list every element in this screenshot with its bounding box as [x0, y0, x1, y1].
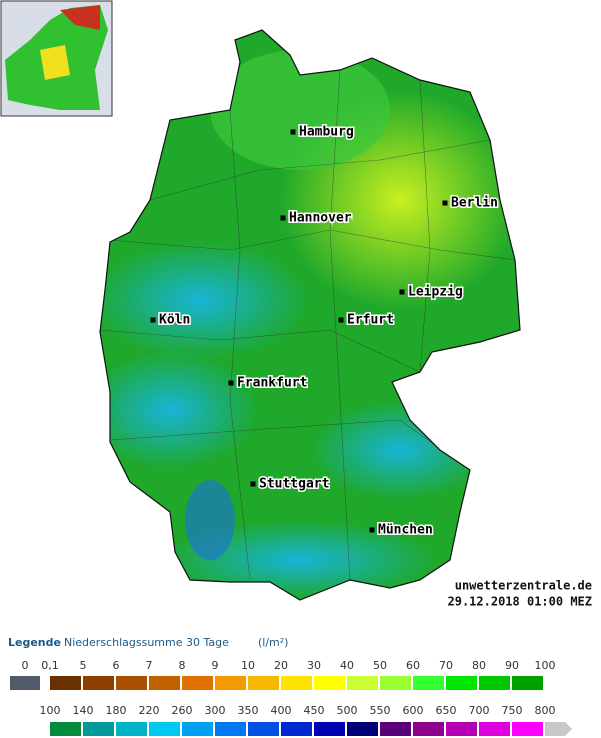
legend-swatch: [347, 722, 378, 736]
legend-label: 6: [113, 659, 120, 672]
city-dot: [442, 200, 448, 206]
legend-label: 90: [505, 659, 519, 672]
watermark-timestamp: 29.12.2018 01:00 MEZ: [448, 595, 593, 609]
legend-swatch: [149, 676, 180, 690]
legend-swatch: [182, 722, 213, 736]
city-dot: [250, 481, 256, 487]
legend-label: 50: [373, 659, 387, 672]
legend-swatch: [380, 676, 411, 690]
legend-swatch: [215, 722, 246, 736]
legend-label: 70: [439, 659, 453, 672]
legend-swatch: [446, 722, 477, 736]
legend-swatch: [149, 722, 180, 736]
legend-unit: (l/m²): [258, 636, 288, 649]
watermark-site: unwetterzentrale.de: [455, 579, 592, 593]
legend-label: 100: [535, 659, 556, 672]
legend-label: 20: [274, 659, 288, 672]
legend-swatch: [215, 676, 246, 690]
legend-arrow: [545, 722, 572, 736]
legend-label: 5: [80, 659, 87, 672]
city-label: Hannover: [289, 211, 352, 226]
city-label: Frankfurt: [237, 376, 307, 391]
legend-label: 750: [502, 704, 523, 717]
legend-swatch: [116, 676, 147, 690]
city-label: Stuttgart: [259, 477, 329, 492]
legend-swatch: [413, 722, 444, 736]
legend-swatch: [314, 676, 345, 690]
legend-swatch: [479, 676, 510, 690]
city-dot: [290, 129, 296, 135]
legend-swatch: [83, 722, 114, 736]
country-border: [99, 29, 521, 601]
legend-swatch: [281, 722, 312, 736]
legend-label: 0: [22, 659, 29, 672]
inset-map: [0, 0, 113, 117]
legend-label: 220: [139, 704, 160, 717]
city-dot: [150, 317, 156, 323]
legend-swatch: [314, 722, 345, 736]
legend-swatch: [347, 676, 378, 690]
legend-label: 500: [337, 704, 358, 717]
legend-label: 400: [271, 704, 292, 717]
legend-label: 450: [304, 704, 325, 717]
legend-subtitle: Niederschlagssumme 30 Tage: [64, 636, 229, 649]
legend-swatch: [380, 722, 411, 736]
city-dot: [280, 215, 286, 221]
city-label: Erfurt: [347, 313, 394, 328]
legend-swatch: [50, 722, 81, 736]
legend-swatch: [512, 722, 543, 736]
city-dot: [338, 317, 344, 323]
legend-label: 600: [403, 704, 424, 717]
legend-label: 0,1: [41, 659, 59, 672]
legend-label: 40: [340, 659, 354, 672]
city-dot: [399, 289, 405, 295]
city-label: Köln: [159, 313, 190, 328]
city-label: Leipzig: [408, 285, 463, 300]
city-label: München: [378, 523, 433, 538]
legend-swatch: [116, 722, 147, 736]
legend-swatch: [512, 676, 543, 690]
legend-swatch: [248, 722, 279, 736]
legend-label: 30: [307, 659, 321, 672]
city-dot: [369, 527, 375, 533]
legend-label: 650: [436, 704, 457, 717]
legend-swatch: [479, 722, 510, 736]
legend-label: 550: [370, 704, 391, 717]
legend-swatch: [50, 676, 81, 690]
legend-label: 800: [535, 704, 556, 717]
legend-swatch: [182, 676, 213, 690]
legend-label: 100: [40, 704, 61, 717]
legend-label: 300: [205, 704, 226, 717]
legend-swatch: [248, 676, 279, 690]
city-dot: [228, 380, 234, 386]
legend-label: 350: [238, 704, 259, 717]
legend-title: Legende: [8, 636, 61, 649]
legend-label: 180: [106, 704, 127, 717]
legend-swatch: [83, 676, 114, 690]
legend-swatch: [281, 676, 312, 690]
legend-label: 140: [73, 704, 94, 717]
legend-swatch: [446, 676, 477, 690]
legend-label: 60: [406, 659, 420, 672]
city-label: Berlin: [451, 196, 498, 211]
legend-swatch: [10, 676, 40, 690]
city-label: Hamburg: [299, 125, 354, 140]
legend-label: 7: [146, 659, 153, 672]
legend-label: 8: [179, 659, 186, 672]
legend-swatch: [413, 676, 444, 690]
legend-label: 80: [472, 659, 486, 672]
legend-label: 260: [172, 704, 193, 717]
legend-label: 9: [212, 659, 219, 672]
legend-label: 10: [241, 659, 255, 672]
legend-label: 700: [469, 704, 490, 717]
